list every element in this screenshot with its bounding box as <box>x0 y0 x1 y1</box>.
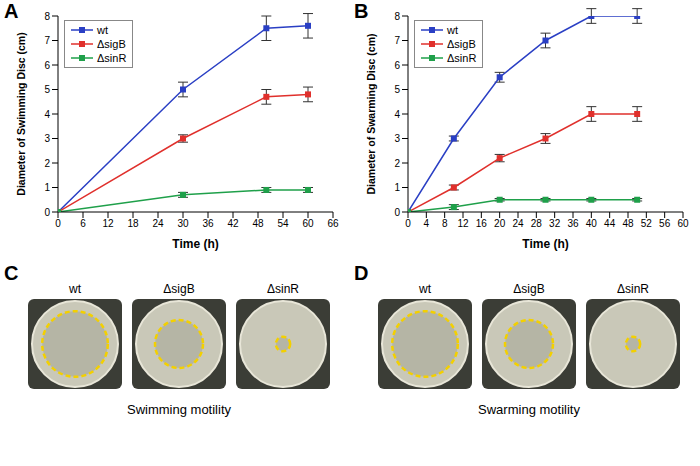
svg-text:32: 32 <box>549 218 561 229</box>
svg-text:5: 5 <box>44 84 50 95</box>
html-text:wt: wt <box>447 24 458 36</box>
html-text:ΔsigB: ΔsigB <box>163 282 195 296</box>
svg-text:48: 48 <box>622 218 634 229</box>
svg-text:0: 0 <box>55 218 61 229</box>
svg-text:Diameter of Swimming Disc (cm): Diameter of Swimming Disc (cm) <box>15 32 27 195</box>
svg-text:28: 28 <box>531 218 543 229</box>
svg-text:12: 12 <box>102 218 114 229</box>
svg-text:3: 3 <box>44 133 50 144</box>
html-text:wt: wt <box>419 282 431 296</box>
svg-text:8: 8 <box>442 218 448 229</box>
svg-text:6: 6 <box>394 60 400 71</box>
svg-text:8: 8 <box>394 11 400 22</box>
svg-text:7: 7 <box>44 35 50 46</box>
svg-text:1: 1 <box>44 182 50 193</box>
svg-text:0: 0 <box>394 207 400 218</box>
svg-text:6: 6 <box>44 60 50 71</box>
svg-text:56: 56 <box>659 218 671 229</box>
svg-text:48: 48 <box>252 218 264 229</box>
svg-text:20: 20 <box>494 218 506 229</box>
svg-text:12: 12 <box>457 218 469 229</box>
svg-text:6: 6 <box>80 218 86 229</box>
html-text:Swimming motility: Swimming motility <box>127 402 231 417</box>
html-text:B: B <box>354 0 369 22</box>
svg-text:Diameter of Swarming Disc (cm): Diameter of Swarming Disc (cm) <box>365 33 377 194</box>
html-text:ΔsigB: ΔsigB <box>513 282 545 296</box>
svg-text:52: 52 <box>641 218 653 229</box>
svg-text:3: 3 <box>394 133 400 144</box>
html-text:D: D <box>354 262 369 284</box>
html-text:ΔsinR: ΔsinR <box>617 282 649 296</box>
svg-text:0: 0 <box>405 218 411 229</box>
svg-text:54: 54 <box>277 218 289 229</box>
html-text:ΔsigB: ΔsigB <box>447 38 476 50</box>
svg-text:2: 2 <box>394 158 400 169</box>
html-text:C: C <box>4 262 19 284</box>
svg-text:1: 1 <box>394 182 400 193</box>
svg-text:30: 30 <box>177 218 189 229</box>
svg-text:2: 2 <box>44 158 50 169</box>
svg-text:40: 40 <box>586 218 598 229</box>
html-text:ΔsigB: ΔsigB <box>97 38 126 50</box>
svg-text:8: 8 <box>44 11 50 22</box>
svg-text:24: 24 <box>512 218 524 229</box>
svg-text:44: 44 <box>604 218 616 229</box>
html-text:ΔsinR: ΔsinR <box>97 52 127 64</box>
svg-text:4: 4 <box>44 109 50 120</box>
svg-text:18: 18 <box>127 218 139 229</box>
svg-text:4: 4 <box>424 218 430 229</box>
svg-text:42: 42 <box>227 218 239 229</box>
svg-text:36: 36 <box>202 218 214 229</box>
svg-text:4: 4 <box>394 109 400 120</box>
svg-text:Time (h): Time (h) <box>172 237 218 251</box>
html-text:wt: wt <box>97 24 108 36</box>
html-text:wt: wt <box>69 282 81 296</box>
svg-text:36: 36 <box>567 218 579 229</box>
svg-text:0: 0 <box>44 207 50 218</box>
svg-text:60: 60 <box>302 218 314 229</box>
svg-text:66: 66 <box>327 218 339 229</box>
svg-text:Time (h): Time (h) <box>522 237 568 251</box>
svg-text:16: 16 <box>476 218 488 229</box>
svg-text:5: 5 <box>394 84 400 95</box>
html-text:ΔsinR: ΔsinR <box>447 52 477 64</box>
html-text:A: A <box>4 0 19 22</box>
svg-text:24: 24 <box>152 218 164 229</box>
html-text:Swarming motility: Swarming motility <box>478 402 580 417</box>
svg-text:60: 60 <box>677 218 689 229</box>
html-text:ΔsinR: ΔsinR <box>267 282 299 296</box>
svg-text:7: 7 <box>394 35 400 46</box>
